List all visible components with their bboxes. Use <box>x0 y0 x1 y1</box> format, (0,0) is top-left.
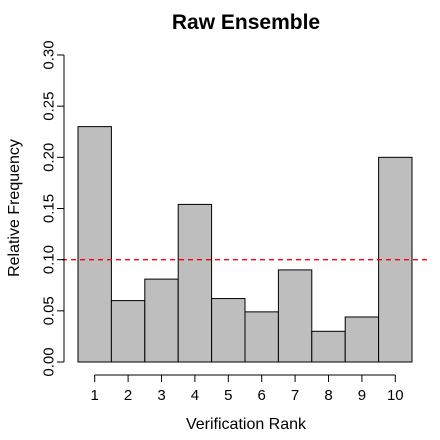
x-tick-label: 6 <box>258 387 266 404</box>
x-axis-label: Verification Rank <box>186 416 307 433</box>
y-axis: 0.00 0.05 0.10 0.15 0.20 0.25 0.30 <box>40 40 65 377</box>
y-tick-label: 0.20 <box>40 143 57 172</box>
x-tick-label: 4 <box>191 387 199 404</box>
y-tick-label: 0.30 <box>40 40 57 69</box>
histogram-bar <box>244 311 279 363</box>
y-tick-label: 0.25 <box>40 92 57 121</box>
y-tick-label: 0.10 <box>40 245 57 274</box>
histogram-bar <box>211 298 246 363</box>
y-axis-label: Relative Frequency <box>6 139 23 277</box>
y-tick-label: 0.00 <box>40 347 57 376</box>
x-tick-label: 9 <box>358 387 366 404</box>
x-tick-label: 8 <box>324 387 332 404</box>
bars-layer <box>77 126 413 363</box>
x-axis: 1 2 3 4 5 6 7 8 9 10 <box>91 374 404 404</box>
y-tick-label: 0.15 <box>40 194 57 223</box>
x-tick-label: 1 <box>91 387 99 404</box>
chart-title: Raw Ensemble <box>172 11 320 34</box>
x-tick-label: 7 <box>291 387 299 404</box>
histogram-bar <box>144 278 179 363</box>
x-tick-label: 5 <box>224 387 232 404</box>
y-tick-label: 0.05 <box>40 296 57 325</box>
histogram-bar <box>277 269 313 363</box>
histogram-bar <box>311 330 346 363</box>
histogram-bar <box>77 126 112 363</box>
histogram-bar <box>344 316 380 363</box>
x-tick-label: 10 <box>387 387 404 404</box>
x-tick-label: 3 <box>157 387 165 404</box>
histogram-bar <box>110 300 146 363</box>
x-tick-label: 2 <box>124 387 132 404</box>
histogram-bar <box>177 203 213 363</box>
